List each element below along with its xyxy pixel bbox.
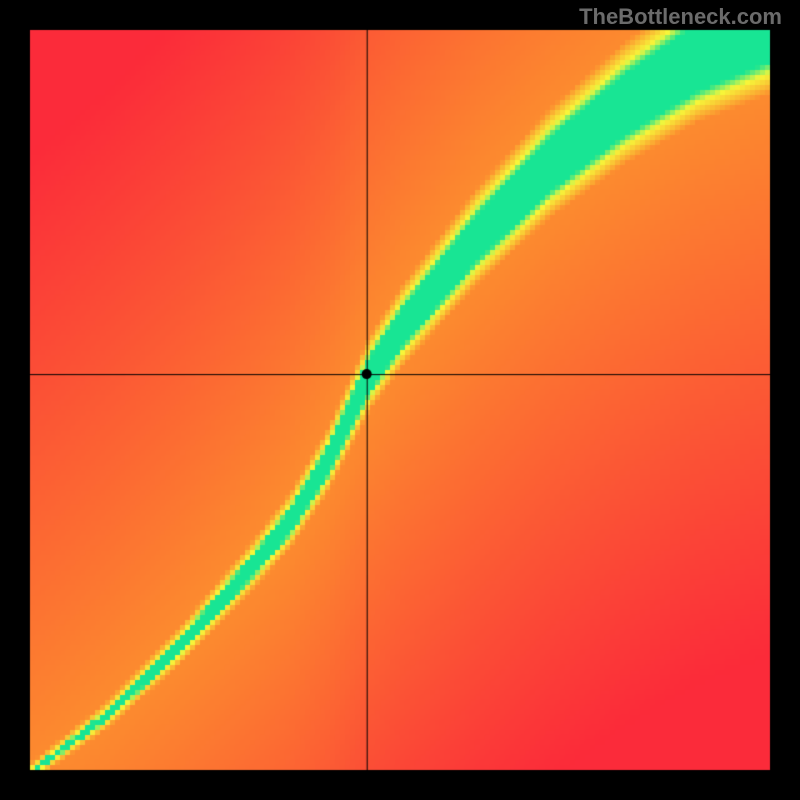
watermark-text: TheBottleneck.com <box>579 4 782 30</box>
chart-container: TheBottleneck.com <box>0 0 800 800</box>
bottleneck-heatmap <box>0 0 800 800</box>
